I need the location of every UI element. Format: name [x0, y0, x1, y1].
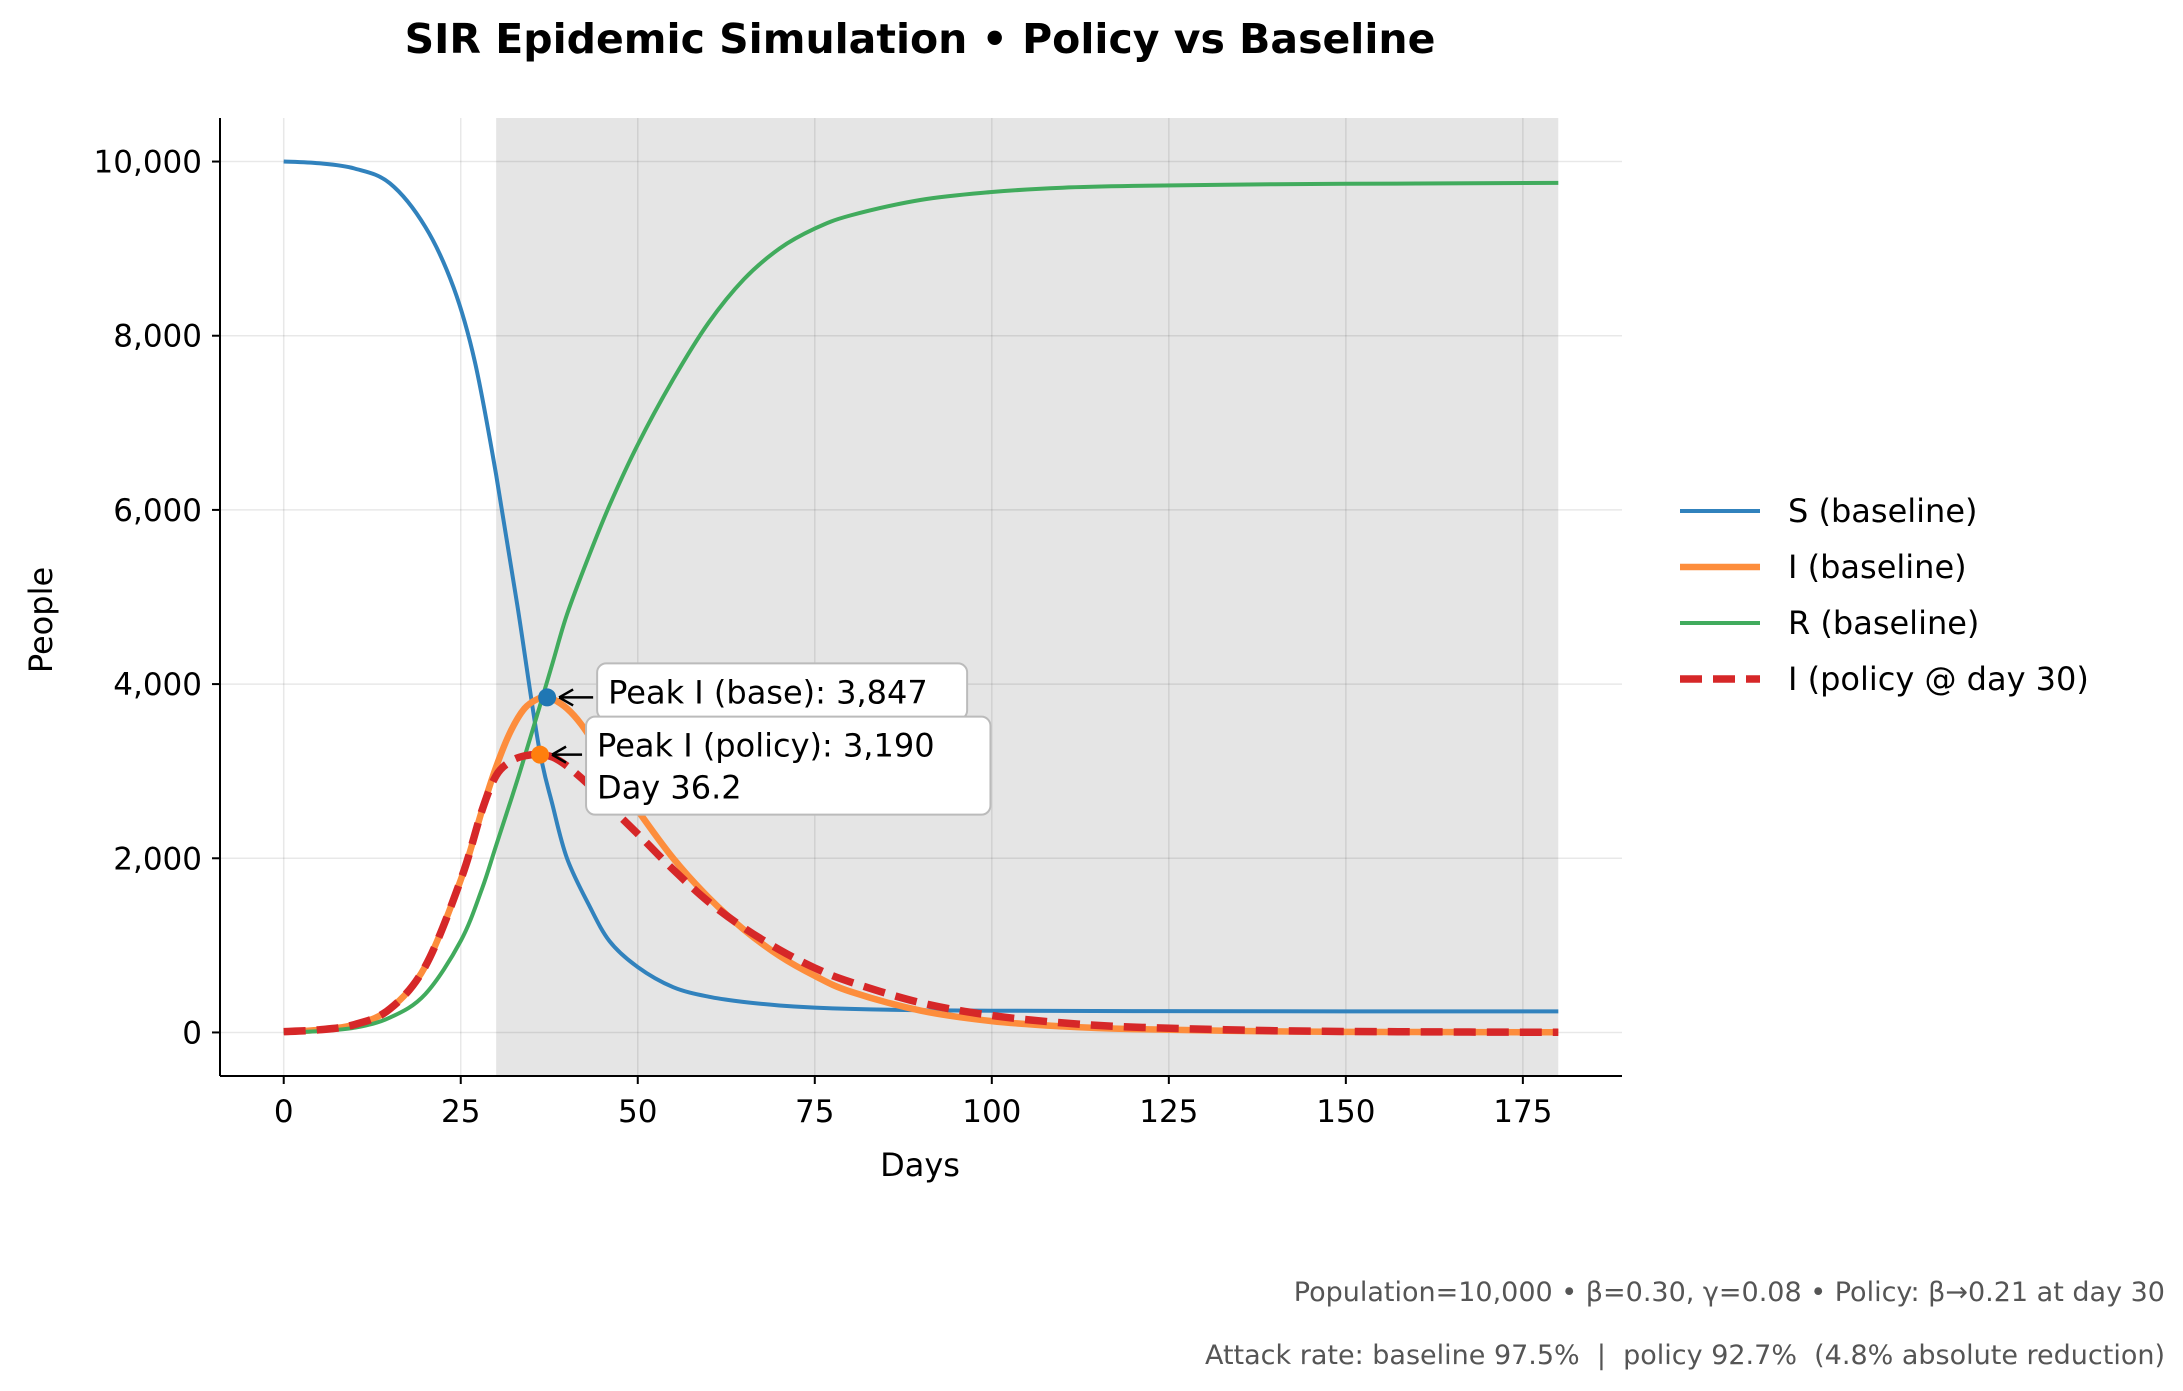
y-axis-label: People [22, 567, 60, 673]
legend-label: I (baseline) [1788, 548, 1967, 586]
annotation-arrowhead [558, 688, 574, 707]
annotation-arrowhead [551, 745, 567, 764]
policy-period-shading [496, 118, 1559, 1076]
legend-label: R (baseline) [1788, 604, 1979, 642]
annotation-text: Day 36.2 [597, 769, 742, 807]
x-tick-label: 50 [618, 1094, 657, 1130]
annotation-box [585, 715, 992, 816]
legend-label: I (policy @ day 30) [1788, 660, 2089, 698]
annotation-text: Peak I (base): 3,847 [608, 673, 928, 711]
legend: S (baseline) I (baseline) R (baseline) I (p… [1680, 492, 2089, 698]
legend-label: S (baseline) [1788, 492, 1977, 530]
y-tick-label: 4,000 [113, 667, 202, 703]
x-tick-label: 25 [441, 1094, 480, 1130]
x-tick-label: 150 [1316, 1094, 1375, 1130]
plot-area: 0 25 50 75 100 125 150 175 0 2,000 4,000 6,000 8,000… [94, 118, 1622, 1130]
y-tick-label: 6,000 [113, 493, 202, 529]
x-tick-label: 125 [1139, 1094, 1198, 1130]
y-tick-label: 0 [182, 1015, 202, 1051]
peak-marker [538, 688, 557, 707]
series-line-i-policy-day-30- [283, 750, 1559, 1037]
y-tick-label: 10,000 [94, 145, 202, 181]
x-tick-label: 175 [1493, 1094, 1552, 1130]
chart-title: SIR Epidemic Simulation • Policy vs Base… [405, 15, 1436, 63]
y-tick-label: 8,000 [113, 319, 202, 355]
x-tick-label: 0 [274, 1094, 294, 1130]
annotation-text: Peak I (policy): 3,190 [597, 727, 935, 765]
peak-marker [531, 745, 550, 764]
attack-rate-footnote: Attack rate: baseline 97.5% | policy 92.… [1204, 1340, 2165, 1371]
series-line-s-baseline- [283, 159, 1559, 1014]
parameters-footnote: Population=10,000 • β=0.30, γ=0.08 • Pol… [1293, 1277, 2165, 1308]
x-axis-label: Days [880, 1146, 960, 1184]
series-line-r-baseline- [283, 180, 1559, 1035]
x-tick-label: 75 [795, 1094, 834, 1130]
x-tick-label: 100 [962, 1094, 1021, 1130]
y-tick-label: 2,000 [113, 841, 202, 877]
